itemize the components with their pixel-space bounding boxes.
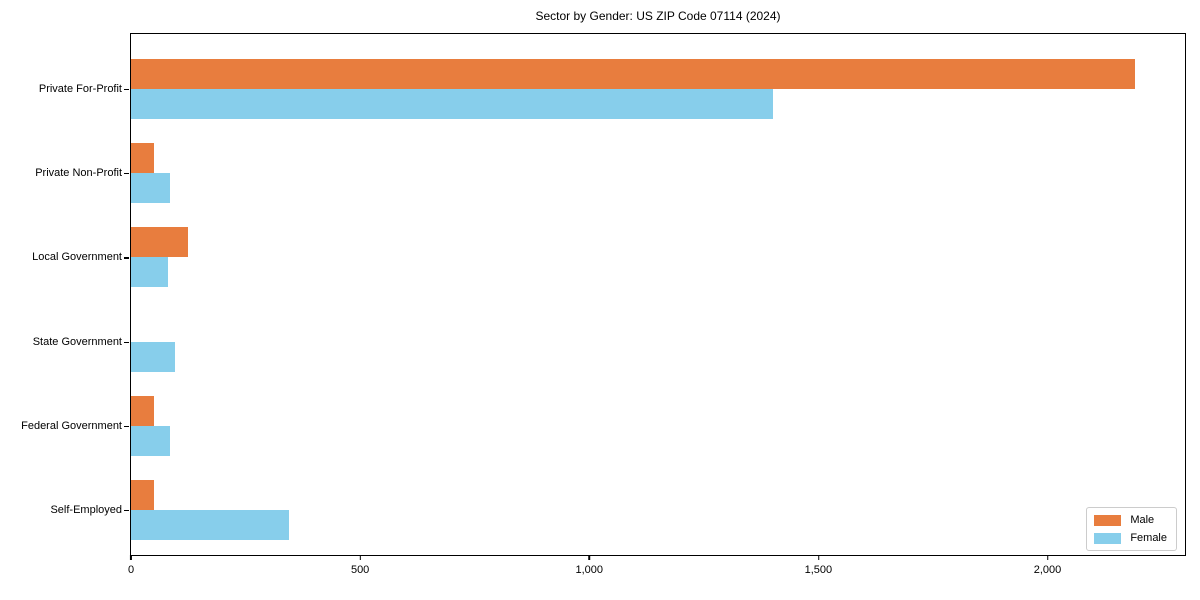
x-axis-ticks: 0 500 1,000 1,500 2,000 <box>128 555 1185 585</box>
category-row-self-employed: Self-Employed <box>50 468 1185 552</box>
legend-swatch-male <box>1094 514 1122 526</box>
y-axis-label-local-government: Local Government <box>32 251 122 264</box>
x-tick-label: 1,500 <box>804 564 833 576</box>
y-axis-label-federal-government: Federal Government <box>21 419 122 432</box>
bar-male-local-government <box>131 227 189 258</box>
bar-female-self-employed <box>131 510 290 541</box>
x-tick-1-000: 1,000 <box>575 555 603 576</box>
y-tick-mark <box>124 341 129 343</box>
plot-rows: Private For-Profit Private Non-Profit Loca… <box>21 34 1185 555</box>
category-row-private-non-profit: Private Non-Profit <box>35 131 1185 215</box>
bar-female-private-for-profit <box>131 89 773 120</box>
bar-female-state-government <box>131 341 175 372</box>
legend-label-female: Female <box>1130 532 1167 544</box>
x-tick-1-500: 1,500 <box>804 555 833 576</box>
y-axis-label-state-government: State Government <box>32 335 122 348</box>
category-row-local-government: Local Government <box>32 215 1185 299</box>
y-tick-mark <box>124 89 129 91</box>
category-row-private-for-profit: Private For-Profit <box>39 47 1185 131</box>
legend-swatch-female <box>1094 532 1122 544</box>
x-tick-0: 0 <box>128 555 134 576</box>
legend-label-male: Male <box>1130 514 1155 526</box>
y-axis-label-private-for-profit: Private For-Profit <box>38 83 122 96</box>
x-tick-2-000: 2,000 <box>1033 555 1062 576</box>
x-tick-label: 1,000 <box>575 564 604 576</box>
x-tick-mark <box>817 555 819 560</box>
x-tick-mark <box>130 555 132 560</box>
y-tick-mark <box>124 425 129 428</box>
bar-female-local-government <box>131 257 168 288</box>
x-tick-mark <box>359 555 361 560</box>
legend: Male Female <box>1086 507 1177 551</box>
x-tick-label: 500 <box>350 564 370 576</box>
bar-male-self-employed <box>131 480 154 511</box>
bar-female-federal-government <box>131 425 170 456</box>
legend-entry-male: Male <box>1094 514 1167 526</box>
y-tick-mark <box>124 510 129 512</box>
category-row-federal-government: Federal Government <box>21 384 1185 468</box>
bar-male-private-for-profit <box>131 59 1135 90</box>
x-tick-500: 500 <box>351 555 369 576</box>
category-row-state-government: State Government <box>33 300 1185 384</box>
x-tick-label: 0 <box>127 564 135 576</box>
plot-area: Private For-Profit Private Non-Profit Loca… <box>21 33 1186 576</box>
x-tick-mark <box>588 555 590 560</box>
x-tick-mark <box>1046 555 1049 560</box>
y-axis-label-private-non-profit: Private Non-Profit <box>35 167 122 180</box>
x-tick-label: 2,000 <box>1033 564 1062 576</box>
y-axis-label-self-employed: Self-Employed <box>50 504 122 517</box>
bar-female-private-non-profit <box>131 173 170 204</box>
bar-male-private-non-profit <box>131 143 154 174</box>
bar-male-federal-government <box>131 395 154 426</box>
chart-title: Sector by Gender: US ZIP Code 07114 (202… <box>535 9 781 23</box>
legend-entry-female: Female <box>1094 532 1167 544</box>
y-tick-mark <box>124 173 129 175</box>
y-tick-mark <box>124 257 129 259</box>
